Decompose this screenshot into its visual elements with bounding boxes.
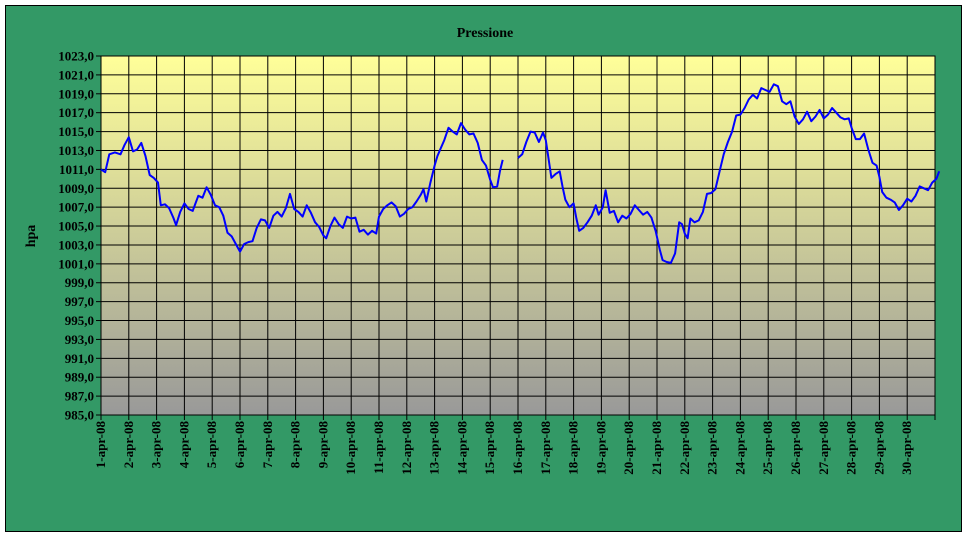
series-line <box>100 122 504 253</box>
x-tick-label: 7-apr-08 <box>260 421 275 469</box>
x-tick-label: 4-apr-08 <box>176 421 191 469</box>
x-tick-label: 21-apr-08 <box>649 421 664 475</box>
x-tick-label: 16-apr-08 <box>510 421 525 475</box>
x-tick-label: 22-apr-08 <box>677 421 692 475</box>
x-tick-label: 3-apr-08 <box>149 421 164 469</box>
y-tick-label: 1009,0 <box>58 181 94 196</box>
y-tick-label: 989,0 <box>65 370 94 385</box>
x-tick-label: 2-apr-08 <box>121 421 136 469</box>
x-tick-label: 9-apr-08 <box>315 421 330 469</box>
x-tick-label: 26-apr-08 <box>788 421 803 475</box>
y-tick-label: 1007,0 <box>58 200 94 215</box>
x-tick-label: 27-apr-08 <box>816 421 831 475</box>
y-tick-label: 1021,0 <box>58 67 94 82</box>
y-tick-label: 991,0 <box>65 351 94 366</box>
x-tick-label: 1-apr-08 <box>93 421 108 469</box>
y-tick-label: 985,0 <box>65 408 94 423</box>
y-tick-label: 1001,0 <box>58 256 94 271</box>
x-tick-label: 11-apr-08 <box>371 421 386 474</box>
y-tick-label: 997,0 <box>65 294 94 309</box>
series-line <box>517 83 941 264</box>
x-tick-label: 24-apr-08 <box>732 421 747 475</box>
y-tick-label: 999,0 <box>65 275 94 290</box>
x-tick-label: 6-apr-08 <box>232 421 247 469</box>
x-tick-label: 20-apr-08 <box>621 421 636 475</box>
x-axis-ticks: 1-apr-08 2-apr-08 3-apr-08 4-apr-08 5-apr-08… <box>93 415 936 475</box>
y-tick-label: 987,0 <box>65 389 94 404</box>
chart-title: Pressione <box>457 26 514 41</box>
x-tick-label: 8-apr-08 <box>288 421 303 469</box>
x-tick-label: 15-apr-08 <box>482 421 497 475</box>
y-tick-label: 993,0 <box>65 332 94 347</box>
series-layer <box>100 83 941 264</box>
y-tick-label: 1011,0 <box>59 162 94 177</box>
y-tick-label: 1013,0 <box>58 143 94 158</box>
y-tick-label: 1005,0 <box>58 219 94 234</box>
x-tick-label: 13-apr-08 <box>427 421 442 475</box>
y-tick-label: 1023,0 <box>58 49 94 64</box>
y-tick-label: 1015,0 <box>58 124 94 139</box>
y-tick-label: 1017,0 <box>58 105 94 120</box>
x-tick-label: 5-apr-08 <box>204 421 219 469</box>
y-axis-title: hpa <box>24 225 39 248</box>
grid-lines <box>100 55 936 416</box>
x-tick-label: 14-apr-08 <box>454 421 469 475</box>
x-tick-label: 28-apr-08 <box>844 421 859 475</box>
x-tick-label: 18-apr-08 <box>566 421 581 475</box>
x-tick-label: 17-apr-08 <box>538 421 553 475</box>
y-tick-label: 1019,0 <box>58 86 94 101</box>
x-tick-label: 25-apr-08 <box>760 421 775 475</box>
x-tick-label: 19-apr-08 <box>593 421 608 475</box>
x-tick-label: 12-apr-08 <box>399 421 414 475</box>
x-tick-label: 30-apr-08 <box>899 421 914 475</box>
x-tick-label: 29-apr-08 <box>871 421 886 475</box>
y-axis-ticks: 1023,0 1021,0 1019,0 1017,0 1015,0 1013,0 1011… <box>58 49 101 423</box>
y-tick-label: 1003,0 <box>58 237 94 252</box>
x-tick-label: 10-apr-08 <box>343 421 358 475</box>
x-tick-label: 23-apr-08 <box>705 421 720 475</box>
y-tick-label: 995,0 <box>65 313 94 328</box>
